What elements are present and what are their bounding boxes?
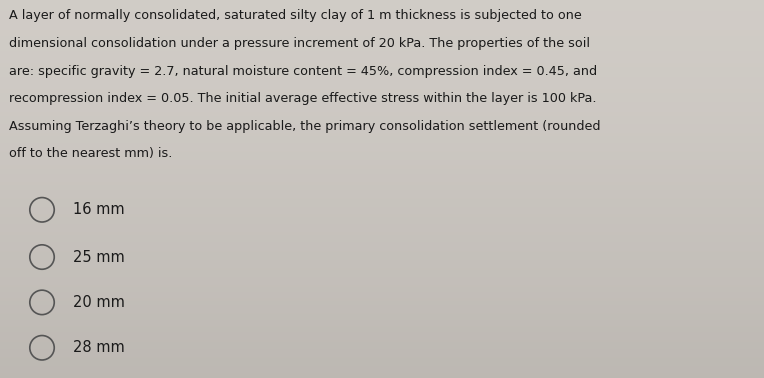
Text: 16 mm: 16 mm: [73, 202, 125, 217]
Text: Assuming Terzaghi’s theory to be applicable, the primary consolidation settlemen: Assuming Terzaghi’s theory to be applica…: [9, 120, 601, 133]
Text: 25 mm: 25 mm: [73, 249, 125, 265]
Text: are: specific gravity = 2.7, natural moisture content = 45%, compression index =: are: specific gravity = 2.7, natural moi…: [9, 65, 597, 77]
Text: A layer of normally consolidated, saturated silty clay of 1 m thickness is subje: A layer of normally consolidated, satura…: [9, 9, 582, 22]
Text: 20 mm: 20 mm: [73, 295, 125, 310]
Text: 28 mm: 28 mm: [73, 340, 125, 355]
Text: off to the nearest mm) is.: off to the nearest mm) is.: [9, 147, 173, 160]
Text: dimensional consolidation under a pressure increment of 20 kPa. The properties o: dimensional consolidation under a pressu…: [9, 37, 590, 50]
Text: recompression index = 0.05. The initial average effective stress within the laye: recompression index = 0.05. The initial …: [9, 92, 597, 105]
